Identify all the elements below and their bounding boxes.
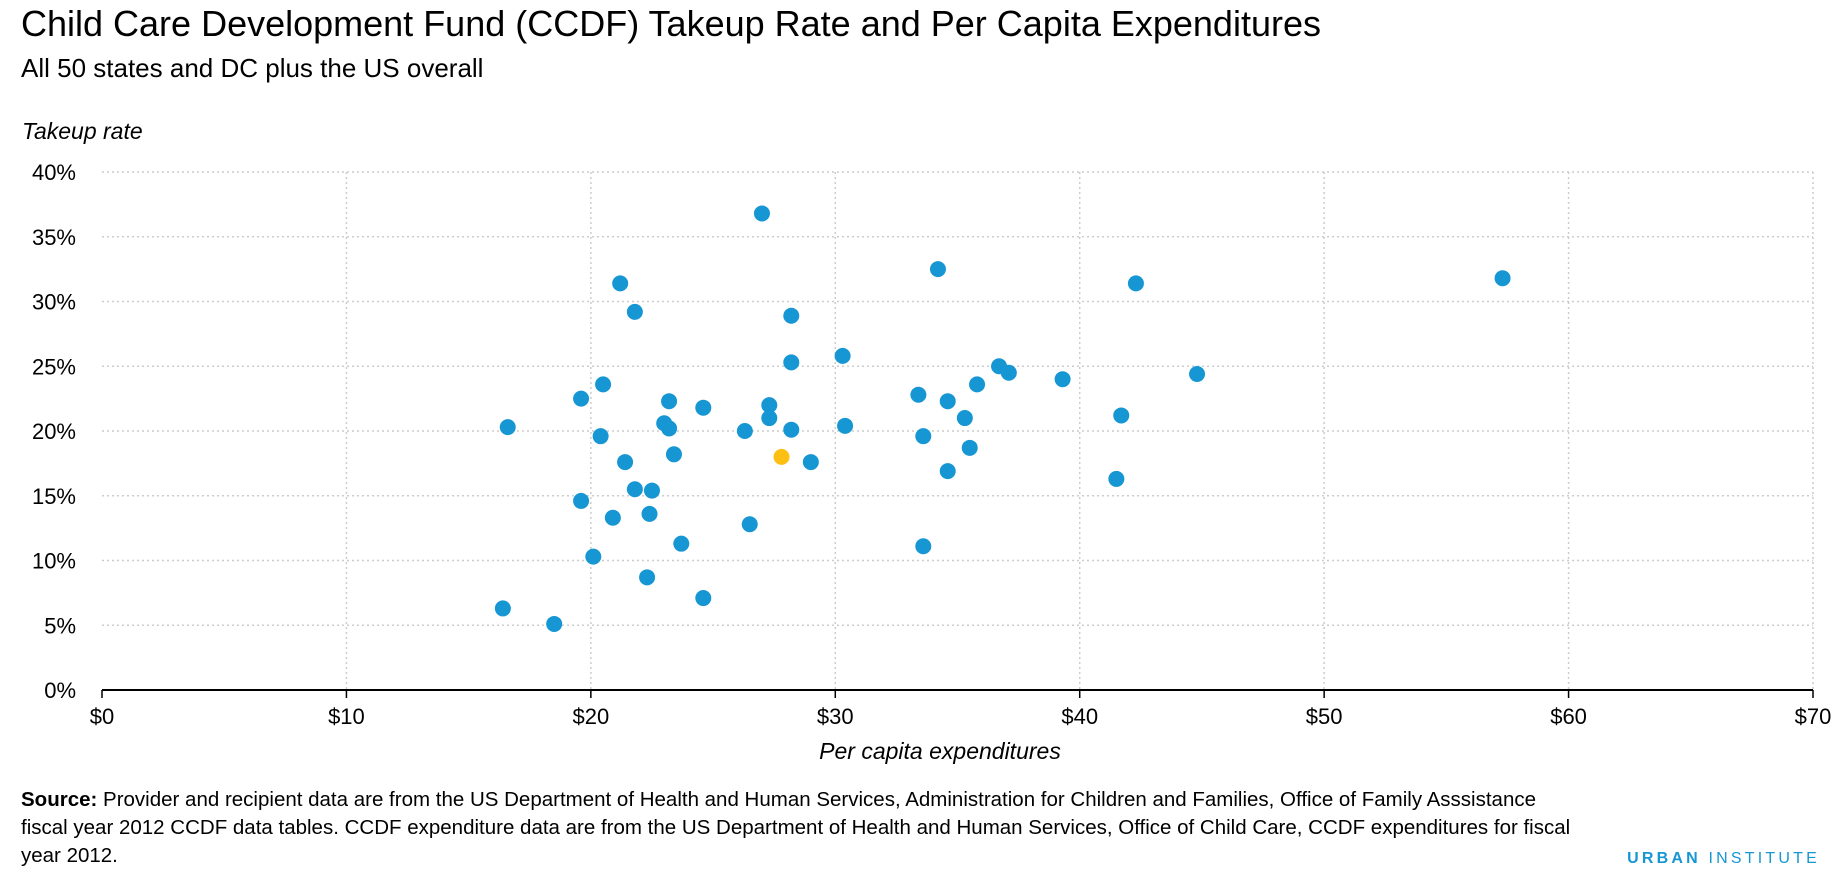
state-point (969, 376, 986, 393)
state-point (573, 390, 590, 407)
state-point (661, 420, 678, 437)
x-tick-label: $50 (1306, 704, 1343, 729)
source-note: Source: Provider and recipient data are … (21, 786, 1581, 870)
state-point (736, 423, 753, 439)
urban-institute-logo: URBAN INSTITUTE (1627, 850, 1820, 868)
state-point (626, 481, 643, 498)
state-point (604, 509, 621, 526)
x-tick-label: $20 (572, 704, 609, 729)
source-label: Source: (21, 788, 98, 811)
y-tick-label: 0% (44, 678, 76, 703)
state-point (915, 428, 932, 445)
state-point (546, 615, 563, 632)
state-point (592, 428, 609, 445)
x-tick-label: $10 (328, 704, 365, 729)
state-point (641, 505, 658, 522)
grid-lines (102, 171, 1814, 690)
state-point (643, 482, 660, 499)
state-point (695, 590, 712, 607)
state-point (695, 399, 712, 416)
state-point (626, 303, 643, 320)
state-point (665, 446, 682, 463)
state-point (761, 410, 778, 427)
y-tick-label: 40% (32, 160, 76, 185)
state-point (639, 569, 656, 586)
state-point (939, 393, 956, 410)
state-point (1000, 364, 1017, 381)
state-point (783, 354, 800, 371)
state-point (1054, 371, 1071, 388)
y-tick-label: 5% (44, 613, 76, 638)
y-tick-label: 20% (32, 419, 76, 444)
y-tick-label: 35% (32, 225, 76, 250)
scatter-chart: Takeup rate 0% 5% 10% 15% 20% 25% 30% 35% 40% $0… (22, 118, 1832, 764)
state-point (783, 421, 800, 438)
x-tick-label: $60 (1550, 704, 1587, 729)
state-point (1113, 407, 1130, 424)
state-point (961, 439, 978, 456)
x-tick-label: $0 (90, 704, 114, 729)
state-point (585, 548, 602, 565)
y-tick-label: 30% (32, 290, 76, 315)
x-tick-label: $30 (817, 704, 854, 729)
state-point (1108, 470, 1125, 487)
logo-part-urban: URBAN (1627, 850, 1701, 867)
state-point (673, 535, 690, 552)
y-axis-label: Takeup rate (22, 118, 143, 144)
source-text: Provider and recipient data are from the… (21, 788, 1571, 867)
state-point (499, 419, 516, 436)
state-point (783, 307, 800, 324)
state-point (494, 600, 511, 617)
state-point (939, 463, 956, 480)
state-point (753, 205, 770, 222)
state-point (761, 397, 778, 414)
state-point (1127, 275, 1144, 292)
y-axis-ticks: 0% 5% 10% 15% 20% 25% 30% 35% 40% (32, 160, 76, 703)
state-point (837, 417, 854, 434)
state-point (661, 393, 678, 410)
y-tick-label: 25% (32, 354, 76, 379)
us-overall-point (773, 448, 790, 465)
state-point (595, 376, 612, 393)
state-point (910, 386, 927, 403)
y-tick-label: 15% (32, 484, 76, 509)
chart-subtitle: All 50 states and DC plus the US overall (21, 53, 484, 83)
state-point (956, 410, 973, 427)
state-point (741, 516, 758, 533)
x-tick-label: $40 (1061, 704, 1098, 729)
state-point (929, 261, 946, 278)
state-point (915, 538, 932, 555)
x-axis-label: Per capita expenditures (819, 738, 1061, 764)
chart-title: Child Care Development Fund (CCDF) Takeu… (21, 3, 1321, 44)
state-point (1189, 366, 1206, 383)
state-point (1494, 270, 1511, 287)
x-axis-ticks: $0 $10 $20 $30 $40 $50 $60 $70 (90, 690, 1832, 729)
state-point (834, 347, 851, 364)
state-point (612, 275, 629, 292)
x-tick-label: $70 (1795, 704, 1832, 729)
logo-part-institute: INSTITUTE (1708, 850, 1820, 867)
state-point (802, 454, 819, 471)
data-points (494, 205, 1511, 632)
y-tick-label: 10% (32, 549, 76, 574)
state-point (573, 492, 590, 509)
state-point (617, 454, 634, 471)
